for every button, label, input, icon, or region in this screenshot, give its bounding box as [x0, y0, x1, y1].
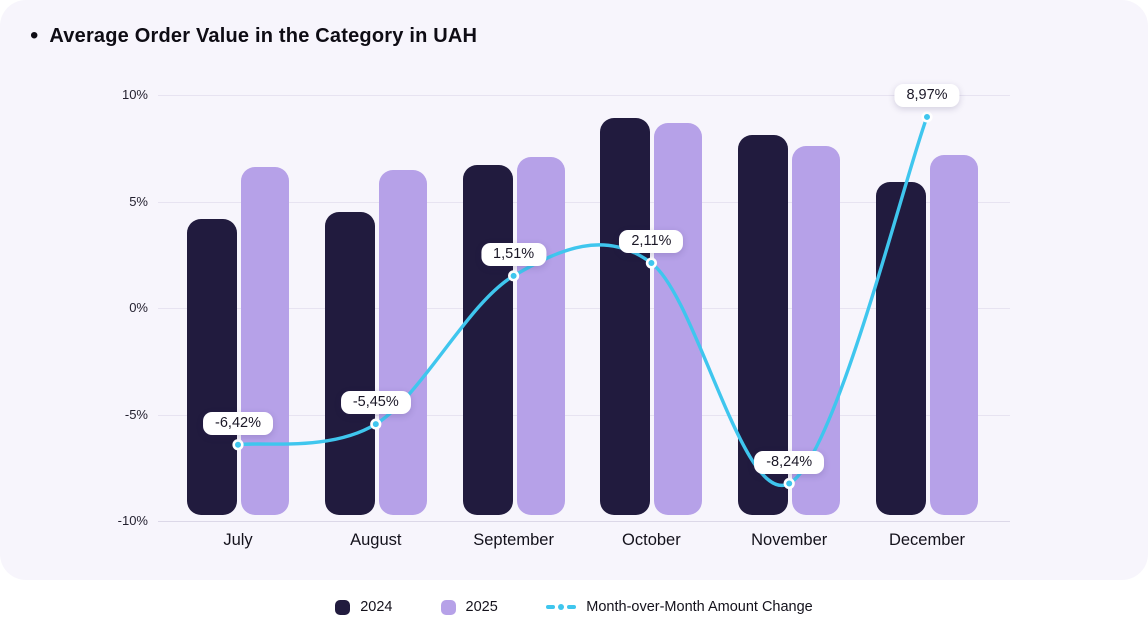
y-tick-label: 5% — [129, 193, 148, 209]
y-tick-label: -5% — [124, 406, 148, 422]
x-tick-label-october: October — [622, 531, 681, 549]
bar-2024-december[interactable] — [876, 182, 926, 515]
line-label-pill-november: -8,24% — [754, 450, 825, 474]
legend-line-icon — [545, 603, 577, 611]
line-point-december[interactable] — [921, 111, 933, 123]
plot-area: 10% 5% 0% -5% -10% July August September October… — [117, 83, 1010, 549]
bar-2025-july[interactable] — [241, 167, 289, 515]
bar-2025-september[interactable] — [516, 156, 565, 515]
y-tick-label: 10% — [121, 87, 148, 102]
legend: 2024 2025 Month-over-Month Amount Change — [0, 599, 1148, 615]
legend-swatch-icon — [440, 599, 456, 615]
legend-label: 2025 — [465, 599, 498, 615]
line-point-september[interactable] — [507, 270, 520, 282]
x-tick-label-september: September — [473, 531, 554, 549]
chart-card: • Average Order Value in the Category in… — [30, 23, 1010, 549]
x-tick-label-august: August — [350, 531, 402, 549]
line-point-july[interactable] — [232, 439, 244, 451]
legend-swatch-icon — [335, 599, 351, 615]
chart-header: • Average Order Value in the Category in… — [30, 24, 477, 48]
line-point-august[interactable] — [370, 418, 382, 430]
x-tick-label-december: December — [888, 531, 966, 549]
line-label-pill-september: 1,51% — [481, 242, 547, 266]
title-bullet-icon: • — [30, 22, 39, 49]
line-label-pill-december: 8,97% — [894, 83, 960, 107]
line-point-november[interactable] — [783, 477, 795, 490]
chart-title: Average Order Value in the Category in U… — [49, 24, 478, 47]
legend-label: 2024 — [360, 599, 393, 615]
y-tick-label: 0% — [129, 300, 148, 315]
line-point-october[interactable] — [645, 257, 658, 269]
bar-2024-july[interactable] — [187, 218, 237, 515]
grid-line — [158, 95, 1010, 96]
bar-2025-august[interactable] — [378, 169, 427, 515]
line-label-pill-august: -5,45% — [340, 391, 411, 415]
legend-label: Month-over-Month Amount Change — [586, 599, 813, 615]
legend-item-month-over-month-amount-change[interactable]: Month-over-Month Amount Change — [545, 599, 813, 615]
line-label-pill-july: -6,42% — [203, 411, 273, 435]
bar-2024-september[interactable] — [462, 165, 513, 515]
grid-line — [158, 521, 1010, 522]
bar-2025-december[interactable] — [930, 154, 978, 515]
bar-2025-october[interactable] — [654, 122, 703, 515]
x-tick-label-july: July — [223, 531, 253, 549]
bar-2024-august[interactable] — [324, 212, 375, 515]
legend-item-2024[interactable]: 2024 — [335, 599, 393, 615]
y-tick-label: -10% — [117, 513, 148, 528]
legend-item-2025[interactable]: 2025 — [440, 599, 498, 615]
x-tick-label-november: November — [751, 531, 828, 549]
bar-2024-october[interactable] — [600, 118, 651, 515]
line-label-pill-october: 2,11% — [619, 230, 684, 254]
